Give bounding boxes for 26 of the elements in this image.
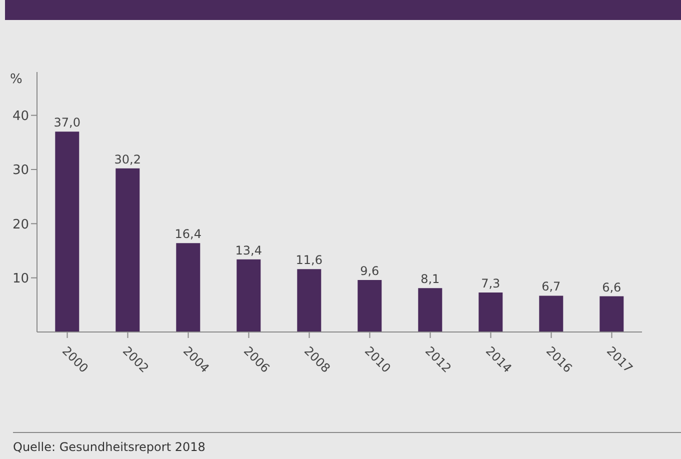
- y-axis-title: %: [10, 72, 22, 87]
- bar: [358, 280, 382, 332]
- bar: [297, 269, 322, 332]
- data-label: 13,4: [235, 243, 262, 258]
- data-label: 37,0: [54, 116, 81, 130]
- data-label: 6,7: [542, 280, 561, 294]
- data-label: 11,6: [296, 253, 323, 268]
- bar: [539, 296, 564, 332]
- bar: [176, 243, 200, 332]
- data-label: 9,6: [360, 264, 380, 278]
- source-note: Quelle: Gesundheitsreport 2018: [13, 440, 206, 454]
- y-tick-label: 20: [12, 217, 29, 232]
- bar: [600, 296, 624, 332]
- y-tick-label: 30: [12, 163, 29, 178]
- bar: [236, 259, 261, 332]
- y-tick-label: 40: [12, 108, 29, 124]
- bar: [418, 288, 442, 332]
- data-label: 6,6: [602, 280, 622, 294]
- data-label: 16,4: [174, 227, 202, 242]
- y-tick-label: 10: [12, 271, 29, 286]
- data-label: 7,3: [481, 276, 500, 290]
- data-label: 8,1: [420, 272, 440, 286]
- bar: [55, 132, 80, 332]
- bar: [478, 292, 503, 332]
- data-label: 30,2: [114, 152, 142, 166]
- bar: [116, 168, 140, 332]
